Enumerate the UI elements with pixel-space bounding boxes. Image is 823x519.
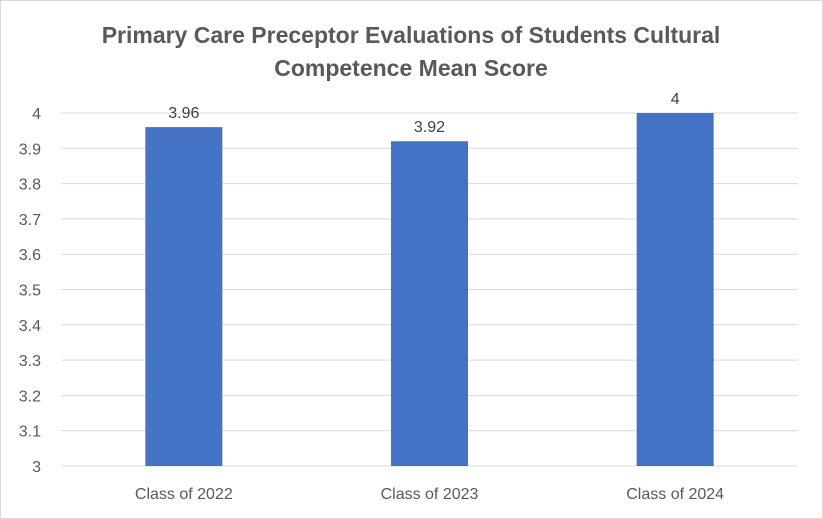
bar: [636, 113, 714, 466]
y-tick-label: 4: [32, 106, 41, 123]
chart-title: Primary Care Preceptor Evaluations of St…: [101, 22, 721, 81]
data-label: 3.96: [168, 105, 199, 122]
bar: [391, 141, 468, 467]
y-tick-label: 3.5: [19, 283, 41, 300]
data-label: 4: [671, 91, 680, 108]
x-tick-label: Class of 2022: [135, 486, 233, 503]
data-label: 3.92: [414, 119, 445, 136]
y-tick-label: 3.1: [19, 424, 41, 441]
bar: [145, 127, 223, 467]
y-tick-label: 3.6: [19, 247, 41, 264]
x-tick-label: Class of 2023: [381, 486, 479, 503]
y-tick-label: 3.7: [19, 212, 41, 229]
x-tick-label: Class of 2024: [626, 486, 724, 503]
y-tick-label: 3.3: [19, 353, 41, 370]
y-tick-label: 3: [32, 459, 41, 476]
y-tick-label: 3.4: [19, 318, 41, 335]
y-tick-label: 3.9: [19, 141, 41, 158]
y-tick-label: 3.8: [19, 177, 41, 194]
y-tick-label: 3.2: [19, 388, 41, 405]
